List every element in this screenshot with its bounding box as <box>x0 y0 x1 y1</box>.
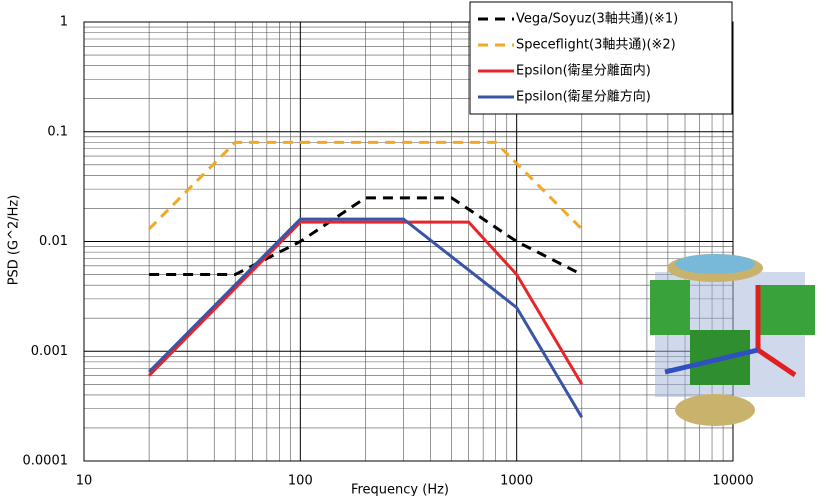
x-axis-label: Frequency (Hz) <box>351 483 449 496</box>
y-tick-label: 0.0001 <box>23 454 69 469</box>
satellite-image <box>650 254 815 426</box>
y-tick-label: 0.001 <box>31 344 68 359</box>
y-tick-label: 0.1 <box>47 124 68 139</box>
x-tick-label: 100 <box>288 474 313 489</box>
legend-label: Speceflight(3軸共通)(※2) <box>516 38 676 53</box>
x-tick-label: 10 <box>76 474 93 489</box>
y-tick-label: 1 <box>60 15 68 30</box>
legend-label: Epsilon(衛星分離方向) <box>516 89 651 105</box>
legend-label: Epsilon(衛星分離面内) <box>516 63 651 79</box>
x-tick-label: 10000 <box>712 474 753 489</box>
x-tick-label: 1000 <box>500 474 533 489</box>
legend: Vega/Soyuz(3軸共通)(※1) Speceflight(3軸共通)(※2… <box>470 2 732 114</box>
y-tick-label: 0.01 <box>39 234 68 249</box>
chart: Frequency (Hz) PSD (G^2/Hz) 10 100 1000 100… <box>0 0 826 496</box>
y-axis-label: PSD (G^2/Hz) <box>7 195 22 286</box>
legend-label: Vega/Soyuz(3軸共通)(※1) <box>516 12 678 27</box>
